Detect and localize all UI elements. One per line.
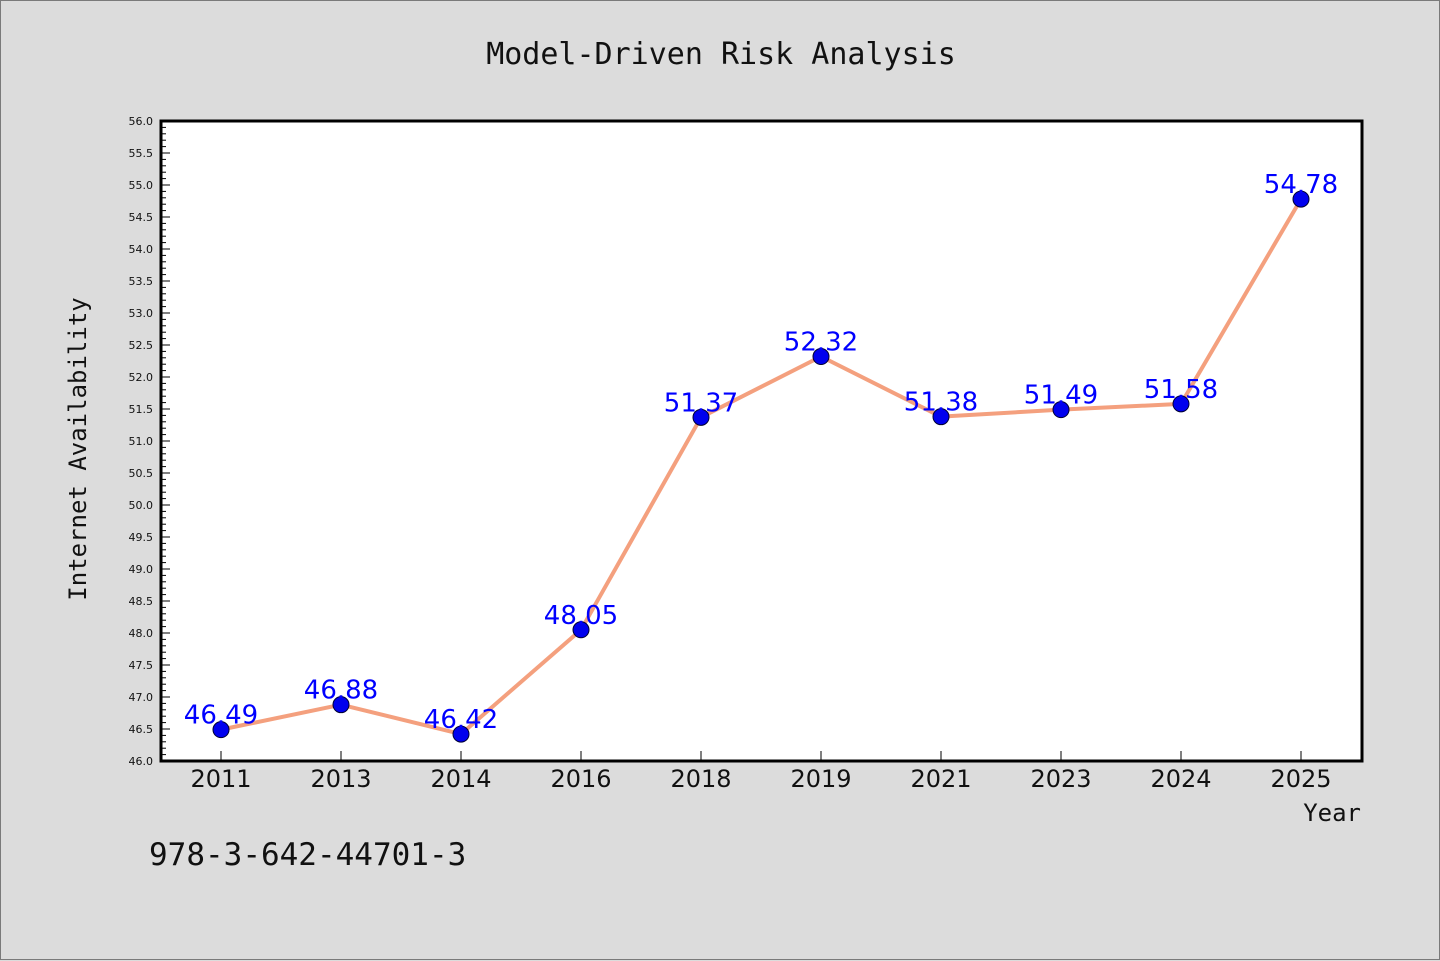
data-point	[812, 348, 830, 366]
series-layer: 46.49 46.88 46.42 48.05 51.37 52.32 51.38 51.49…	[184, 170, 1338, 743]
chart-title: Model-Driven Risk Analysis	[486, 37, 956, 72]
y-tick-label: 53.5	[129, 275, 154, 288]
y-tick-label: 50.5	[129, 467, 154, 480]
y-tick-label: 51.0	[129, 435, 154, 448]
y-tick-label: 47.0	[129, 691, 154, 704]
y-tick-label: 51.5	[129, 403, 154, 416]
y-axis: 46.0 46.5 47.0 47.5 48.0 48.5 49.0 49.5 50.0 50.5…	[129, 115, 170, 768]
data-label: 46.88	[304, 676, 378, 706]
x-tick-label: 2018	[670, 765, 731, 793]
x-tick-label: 2021	[910, 765, 971, 793]
y-tick-label: 54.5	[129, 211, 154, 224]
data-label: 46.49	[184, 701, 258, 731]
footer-text: 978-3-642-44701-3	[149, 837, 466, 873]
x-tick-label: 2019	[790, 765, 851, 793]
y-tick-label: 55.5	[129, 147, 154, 160]
y-tick-label: 49.5	[129, 531, 154, 544]
series-line	[219, 197, 1303, 737]
y-tick-label: 48.0	[129, 627, 154, 640]
data-point	[572, 621, 590, 639]
y-axis-label: Internet Availability	[64, 297, 92, 600]
data-label: 54.78	[1264, 170, 1338, 200]
x-axis: 2011 2013 2014 2016 2018 2019 2021 2023 2024 2025	[190, 751, 1332, 793]
data-label: 51.58	[1144, 375, 1218, 405]
y-tick-label: 53.0	[129, 307, 154, 320]
data-point	[692, 408, 710, 426]
data-point	[452, 725, 470, 743]
data-point	[212, 721, 230, 739]
y-tick-label: 50.0	[129, 499, 154, 512]
y-tick-label: 52.0	[129, 371, 154, 384]
data-point	[932, 408, 950, 426]
x-tick-label: 2013	[310, 765, 371, 793]
y-tick-label: 47.5	[129, 659, 154, 672]
data-label: 46.42	[424, 705, 498, 735]
y-tick-label: 46.5	[129, 723, 154, 736]
x-tick-label: 2016	[550, 765, 611, 793]
y-tick-label: 46.0	[129, 755, 154, 768]
plot-area	[159, 119, 1364, 763]
y-tick-label: 54.0	[129, 243, 154, 256]
x-tick-label: 2025	[1270, 765, 1331, 793]
data-point	[1052, 401, 1070, 419]
y-tick-label: 56.0	[129, 115, 154, 128]
x-tick-label: 2023	[1030, 765, 1091, 793]
y-tick-label: 55.0	[129, 179, 154, 192]
y-tick-label: 48.5	[129, 595, 154, 608]
x-tick-label: 2011	[190, 765, 251, 793]
data-label: 51.37	[664, 388, 738, 418]
data-label: 52.32	[784, 328, 858, 358]
data-point	[332, 696, 350, 714]
x-axis-label: Year	[1303, 799, 1361, 827]
data-label: 51.38	[904, 388, 978, 418]
data-point	[1292, 190, 1310, 208]
data-label: 48.05	[544, 601, 618, 631]
data-point	[1172, 395, 1190, 413]
data-label: 51.49	[1024, 381, 1098, 411]
y-tick-label: 52.5	[129, 339, 154, 352]
y-tick-label: 49.0	[129, 563, 154, 576]
x-tick-label: 2014	[430, 765, 491, 793]
x-tick-label: 2024	[1150, 765, 1211, 793]
